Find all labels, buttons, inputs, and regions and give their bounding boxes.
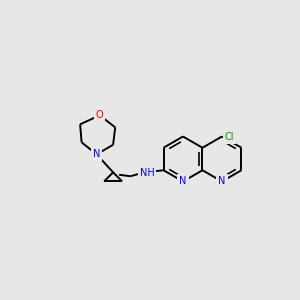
Text: NH: NH xyxy=(140,168,154,178)
Text: N: N xyxy=(218,176,226,187)
Text: N: N xyxy=(179,176,187,187)
Text: Cl: Cl xyxy=(225,131,234,142)
Text: N: N xyxy=(93,149,100,159)
Text: O: O xyxy=(96,110,104,120)
